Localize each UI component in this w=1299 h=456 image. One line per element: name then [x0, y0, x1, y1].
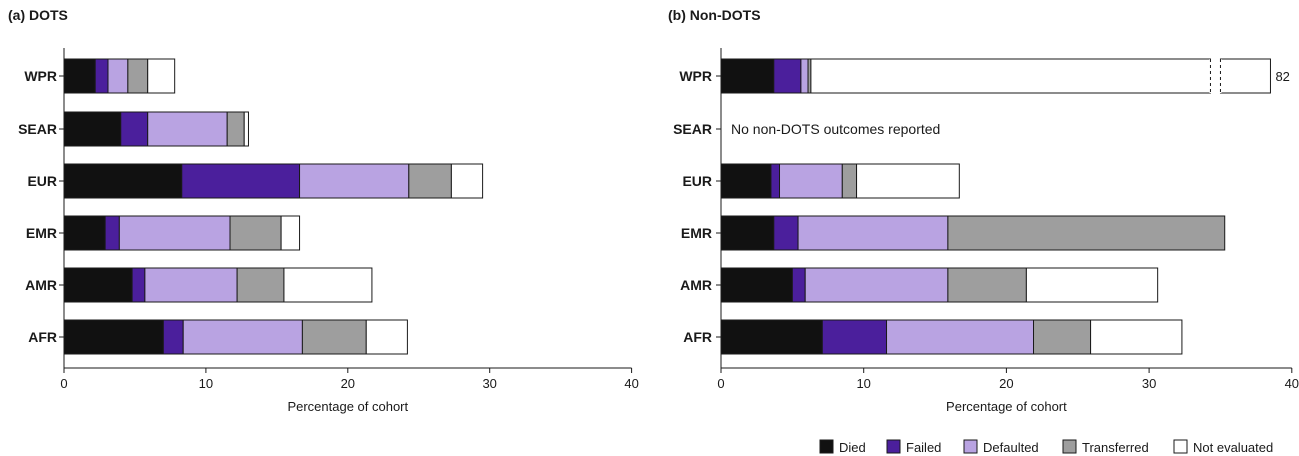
bar-segment-failed	[94, 58, 109, 94]
x-tick-label: 10	[856, 376, 870, 391]
x-tick-label: 0	[717, 376, 724, 391]
category-label-amr: AMR	[25, 277, 57, 293]
x-tick-label: 0	[60, 376, 67, 391]
bar-segment-defaulted	[779, 163, 843, 199]
bar-segment-died	[720, 319, 823, 355]
bar-segment-transferred	[1033, 319, 1092, 355]
bar-segment-defaulted	[107, 58, 129, 94]
bar-segment-failed	[104, 215, 120, 251]
legend-label-not-evaluated: Not evaluated	[1193, 440, 1273, 455]
category-label-emr: EMR	[681, 225, 712, 241]
category-label-afr: AFR	[683, 329, 712, 345]
x-tick-label: 30	[482, 376, 496, 391]
bar-segment-died	[63, 163, 183, 199]
bar-segment-failed	[770, 163, 781, 199]
legend-label-died: Died	[839, 440, 866, 455]
bar-segment-not-evaluated	[1090, 319, 1183, 355]
bar-segment-not-evaluated	[1025, 267, 1159, 303]
no-data-annotation: No non-DOTS outcomes reported	[731, 121, 940, 137]
x-tick-label: 20	[999, 376, 1013, 391]
bar-segment-not-evaluated	[147, 58, 176, 94]
bar-segment-defaulted	[144, 267, 238, 303]
bar-segment-defaulted	[118, 215, 231, 251]
x-axis-label: Percentage of cohort	[946, 399, 1067, 414]
bar-segment-failed	[162, 319, 184, 355]
bar-segment-not-evaluated	[365, 319, 408, 355]
bar-segment-defaulted	[182, 319, 303, 355]
panel-non-dots: (b) Non-DOTS 0 10 20 30 40 Percentage of cohor…	[668, 7, 1299, 414]
bar-segment-died	[720, 267, 793, 303]
bar-segment-defaulted	[147, 111, 228, 147]
bar-segment-failed	[120, 111, 149, 147]
bar-segment-not-evaluated	[856, 163, 960, 199]
x-tick-label: 40	[1285, 376, 1299, 391]
bar-segment-defaulted	[797, 215, 949, 251]
category-label-sear: SEAR	[18, 121, 57, 137]
category-label-emr: EMR	[26, 225, 57, 241]
bar-segment-failed	[131, 267, 146, 303]
x-tick-label: 40	[624, 376, 638, 391]
legend-label-failed: Failed	[906, 440, 941, 455]
legend-label-transferred: Transferred	[1082, 440, 1149, 455]
bar-segment-transferred	[229, 215, 282, 251]
panel-title: (b) Non-DOTS	[668, 7, 761, 23]
bar-segment-failed	[773, 58, 802, 94]
bar-segment-not-evaluated	[280, 215, 301, 251]
bar-segment-not-evaluated	[243, 111, 249, 147]
bar-segment-failed	[181, 163, 301, 199]
bar-segment-defaulted	[299, 163, 410, 199]
x-tick-label: 30	[1142, 376, 1156, 391]
bar-segment-defaulted	[886, 319, 1035, 355]
bar-segment-died	[63, 267, 133, 303]
legend-swatch-died	[819, 439, 834, 454]
panel-dots: (a) DOTS 0 10 20 30 40 Percentage of cohort WPR…	[8, 7, 639, 414]
x-tick-label: 20	[341, 376, 355, 391]
bar-segment-transferred	[408, 163, 452, 199]
bar-segment-transferred	[226, 111, 245, 147]
bar-segment-not-evaluated	[283, 267, 373, 303]
category-label-sear: SEAR	[673, 121, 712, 137]
break-value-label: 82	[1275, 69, 1289, 84]
category-label-afr: AFR	[28, 329, 57, 345]
bar-segment-failed	[821, 319, 888, 355]
bar-segment-died	[63, 215, 106, 251]
legend-swatch-defaulted	[963, 439, 978, 454]
legend-swatch-transferred	[1062, 439, 1077, 454]
category-label-wpr: WPR	[24, 68, 57, 84]
bar-segment-died	[63, 319, 164, 355]
bar-segment-died	[63, 58, 96, 94]
legend-swatch-failed	[886, 439, 901, 454]
panel-title: (a) DOTS	[8, 7, 68, 23]
legend-label-defaulted: Defaulted	[983, 440, 1039, 455]
bar-segment-died	[63, 111, 122, 147]
bar-segment-transferred	[947, 267, 1027, 303]
bar-segment-defaulted	[804, 267, 949, 303]
category-label-wpr: WPR	[679, 68, 712, 84]
bar-segment-transferred	[236, 267, 285, 303]
bar-segment-not-evaluated	[450, 163, 484, 199]
x-tick-label: 10	[199, 376, 213, 391]
bar-segment-transferred	[301, 319, 367, 355]
bar-segment-died	[720, 215, 775, 251]
bar-segment-not-evaluated-continued	[1219, 58, 1271, 94]
bar-segment-failed	[791, 267, 806, 303]
category-label-eur: EUR	[682, 173, 712, 189]
bar-segment-transferred	[947, 215, 1226, 251]
bar-segment-transferred	[841, 163, 858, 199]
category-label-amr: AMR	[680, 277, 712, 293]
bar-segment-defaulted	[800, 58, 809, 94]
bar-segment-not-evaluated	[810, 58, 1211, 94]
x-axis-label: Percentage of cohort	[287, 399, 408, 414]
bar-segment-died	[720, 58, 775, 94]
category-label-eur: EUR	[27, 173, 57, 189]
bar-segment-failed	[773, 215, 799, 251]
legend-swatch-not-evaluated	[1173, 439, 1188, 454]
bar-segment-died	[720, 163, 772, 199]
bar-segment-transferred	[127, 58, 149, 94]
legend: Died Failed Defaulted Transferred Not evalua…	[819, 439, 1273, 455]
